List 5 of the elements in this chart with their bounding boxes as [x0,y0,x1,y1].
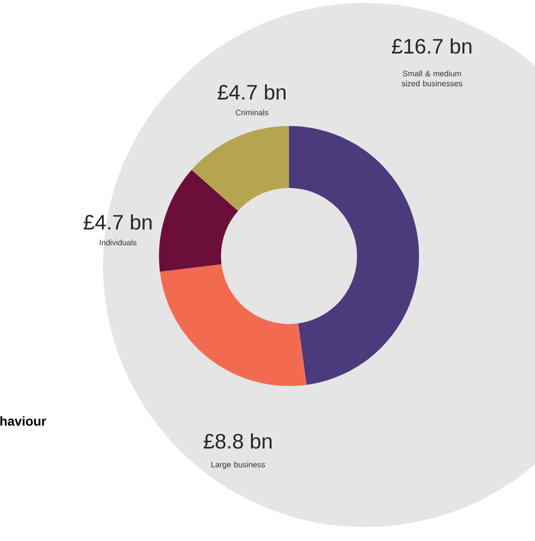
data-label: £8.8 bn [204,433,272,449]
data-label: £16.7 bn [392,38,472,54]
data-label: £4.7 bn [218,84,286,100]
data-label: £4.7 bn [84,214,152,230]
text: haviour [0,416,46,426]
